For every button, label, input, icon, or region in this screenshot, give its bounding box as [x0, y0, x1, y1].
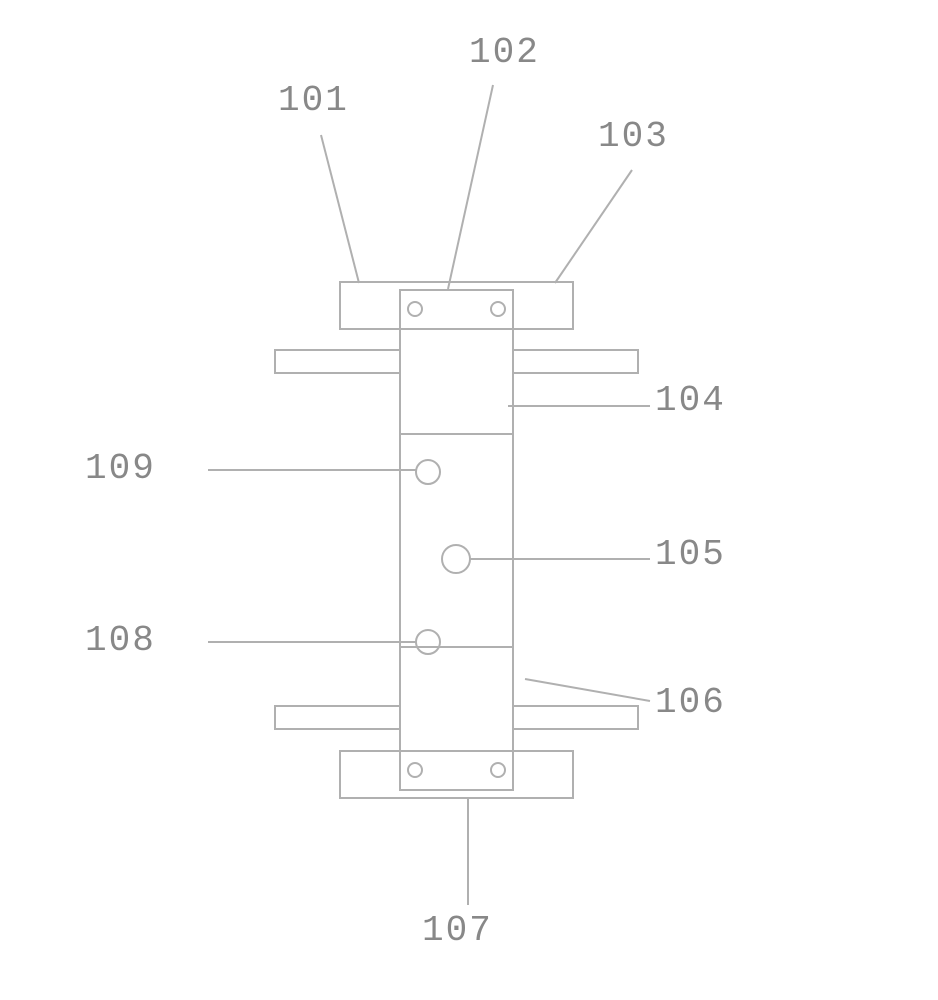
- label-108: 108: [85, 620, 156, 661]
- diagram-svg: [0, 0, 938, 1000]
- label-105: 105: [655, 534, 726, 575]
- label-103: 103: [598, 116, 669, 157]
- label-107: 107: [422, 910, 493, 951]
- label-102: 102: [469, 32, 540, 73]
- engineering-diagram: 101 102 103 104 105 106 107 108 109: [0, 0, 938, 1000]
- label-106: 106: [655, 682, 726, 723]
- label-101: 101: [278, 80, 349, 121]
- label-104: 104: [655, 380, 726, 421]
- label-109: 109: [85, 448, 156, 489]
